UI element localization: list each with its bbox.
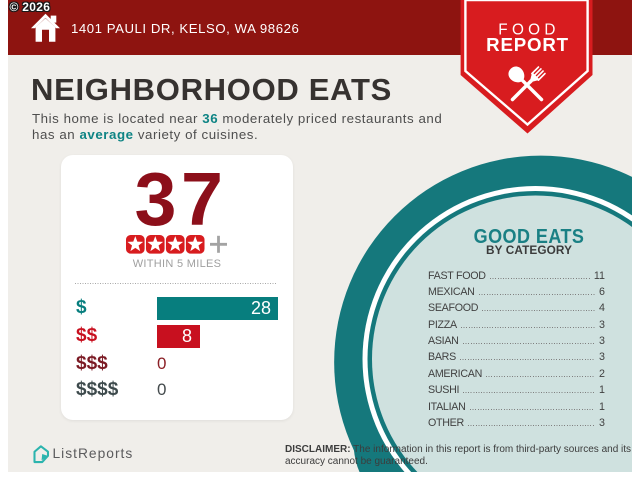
svg-text:FOOD: FOOD [498,21,559,38]
svg-text:REPORT: REPORT [486,34,569,55]
